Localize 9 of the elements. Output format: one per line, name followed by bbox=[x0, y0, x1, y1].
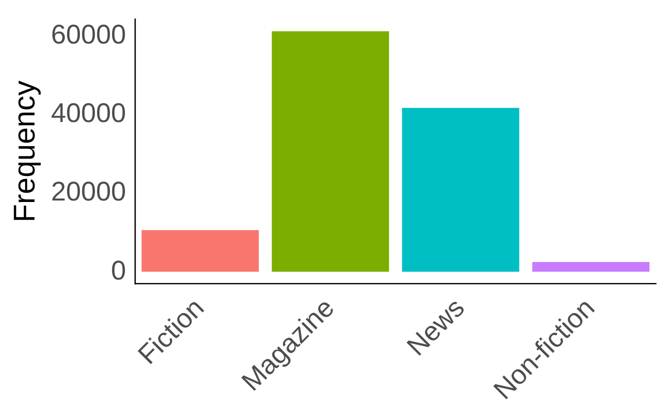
bar bbox=[532, 262, 650, 272]
bar bbox=[272, 31, 390, 272]
bar bbox=[402, 108, 520, 272]
y-tick-label: 20000 bbox=[50, 176, 126, 207]
y-axis-title: Frequency bbox=[8, 80, 42, 222]
y-tick-label: 0 bbox=[111, 255, 126, 286]
y-tick-label: 60000 bbox=[50, 19, 126, 50]
y-tick-label: 40000 bbox=[50, 98, 126, 128]
bar bbox=[142, 230, 259, 272]
